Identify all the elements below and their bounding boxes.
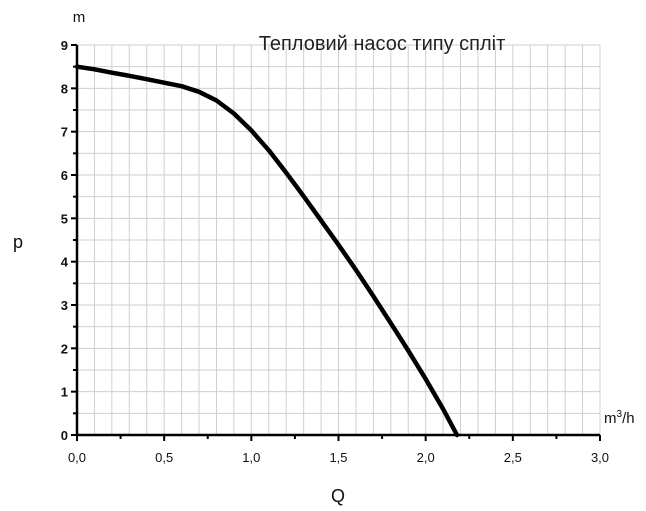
y-tick-label: 3 — [61, 298, 68, 313]
x-axis-unit-sup: 3 — [617, 409, 623, 420]
y-tick-label: 5 — [61, 211, 68, 226]
x-tick-label: 3,0 — [591, 450, 609, 465]
y-tick-label: 8 — [61, 81, 68, 96]
y-tick-label: 6 — [61, 168, 68, 183]
x-axis-unit-base: m — [604, 410, 617, 427]
y-axis-label: p — [13, 232, 23, 252]
y-tick-label: 0 — [61, 428, 68, 443]
y-tick-label: 2 — [61, 341, 68, 356]
y-axis-unit: m — [73, 9, 86, 26]
x-tick-label: 2,5 — [504, 450, 522, 465]
x-tick-label: 1,5 — [329, 450, 347, 465]
chart-title: Тепловий насос типу спліт — [259, 33, 505, 55]
series-line — [74, 64, 460, 438]
y-tick-label: 7 — [61, 125, 68, 140]
y-tick-label: 1 — [61, 385, 68, 400]
x-tick-label: 0,5 — [155, 450, 173, 465]
x-tick-label: 1,0 — [242, 450, 260, 465]
x-axis-unit: m3/h — [604, 409, 635, 427]
x-axis-unit-suffix: /h — [622, 410, 635, 427]
x-tick-label: 0,0 — [68, 450, 86, 465]
grid — [77, 44, 601, 435]
x-tick-label: 2,0 — [417, 450, 435, 465]
x-axis-label: Q — [331, 486, 345, 506]
axis-ticks — [71, 44, 601, 441]
y-tick-label: 4 — [61, 255, 69, 270]
tick-labels: 0 1 2 3 4 5 6 7 8 9 0,0 0,5 1,0 1,5 2,0 2,5 3,0 — [61, 38, 609, 465]
y-tick-label: 9 — [61, 38, 68, 53]
